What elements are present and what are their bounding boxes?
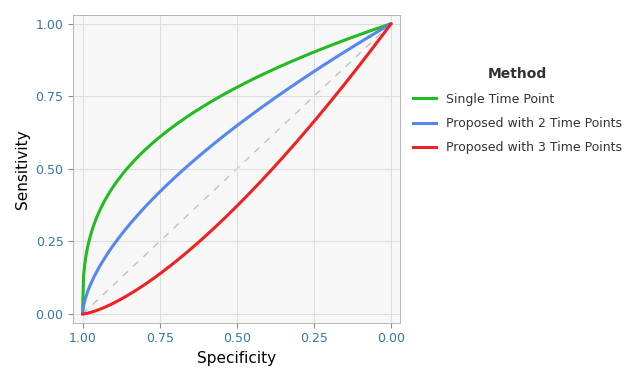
Y-axis label: Sensitivity: Sensitivity <box>15 129 30 209</box>
X-axis label: Specificity: Specificity <box>197 351 276 366</box>
Legend: Single Time Point, Proposed with 2 Time Points, Proposed with 3 Time Points: Single Time Point, Proposed with 2 Time … <box>413 67 621 154</box>
